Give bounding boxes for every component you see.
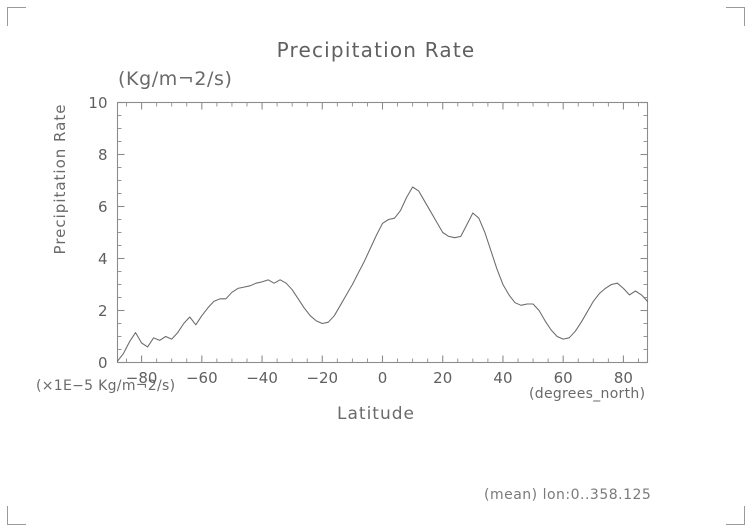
- corner-mark-top-right: [726, 7, 745, 26]
- x-axis-units: (degrees_north): [529, 386, 646, 402]
- y-tick-label: 2: [97, 301, 108, 320]
- x-tick-label: 80: [613, 368, 633, 387]
- x-tick-label: 40: [493, 368, 513, 387]
- series-line-precipitation-rate: [116, 186, 649, 362]
- y-tick-label: 4: [97, 249, 108, 268]
- x-tick-label: −80: [125, 368, 158, 387]
- x-axis-label: Latitude: [337, 404, 415, 424]
- corner-mark-bottom-left: [7, 506, 26, 525]
- x-tick-label: 0: [377, 368, 388, 387]
- chart-title: Precipitation Rate: [276, 38, 476, 62]
- y-tick-label: 6: [97, 197, 108, 216]
- y-tick-label: 8: [97, 145, 108, 164]
- x-tick-label: −40: [246, 368, 278, 387]
- axis-ticks: [117, 101, 648, 364]
- corner-mark-bottom-right: [726, 506, 745, 525]
- footer-annotation: (mean) lon:0..358.125: [484, 487, 652, 503]
- y-tick-label: 10: [88, 93, 108, 112]
- x-tick-label: −60: [185, 368, 218, 387]
- data-series-line: [116, 186, 649, 362]
- x-tick-label: 20: [433, 368, 453, 387]
- corner-mark-top-left: [7, 7, 26, 26]
- chart-units-top: (Kg/m¬2/s): [118, 68, 233, 90]
- x-tick-label: 60: [553, 368, 573, 387]
- x-tick-label: −20: [306, 368, 339, 387]
- y-tick-label: 0: [97, 353, 108, 372]
- y-axis-units: (×1E−5 Kg/m¬2/s): [36, 378, 176, 394]
